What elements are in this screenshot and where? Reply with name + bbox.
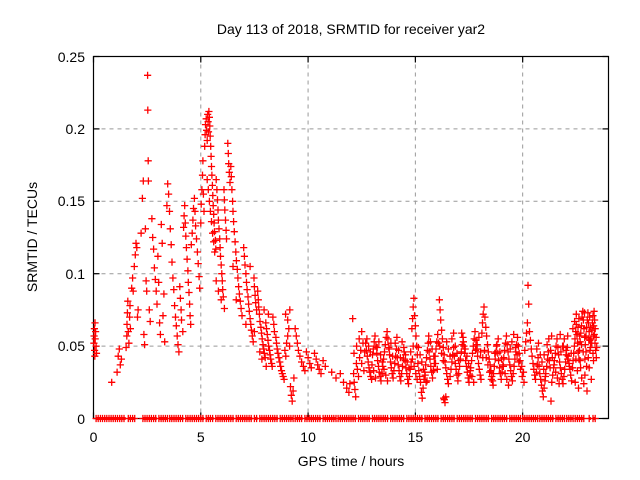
x-axis-title: GPS time / hours bbox=[297, 453, 405, 469]
y-tick-label: 0 bbox=[77, 410, 85, 427]
data-series-points bbox=[90, 71, 601, 407]
chart-title: Day 113 of 2018, SRMTID for receiver yar… bbox=[216, 21, 486, 37]
y-tick-label: 0.05 bbox=[57, 338, 85, 355]
plot-border bbox=[92, 55, 610, 420]
zero-value-points bbox=[92, 414, 599, 423]
y-tick-label: 0.1 bbox=[65, 265, 85, 282]
x-tick-label: 10 bbox=[300, 429, 316, 445]
y-tick-label: 0.25 bbox=[57, 48, 85, 65]
x-tick-label: 0 bbox=[89, 429, 98, 445]
y-tick-label: 0.15 bbox=[57, 193, 85, 210]
y-tick-label: 0.2 bbox=[65, 120, 85, 137]
x-tick-label: 20 bbox=[514, 429, 531, 445]
x-tick-label: 5 bbox=[196, 429, 205, 445]
x-tick-label: 15 bbox=[407, 429, 424, 445]
y-axis-title: SRMTID / TECUs bbox=[24, 181, 40, 293]
